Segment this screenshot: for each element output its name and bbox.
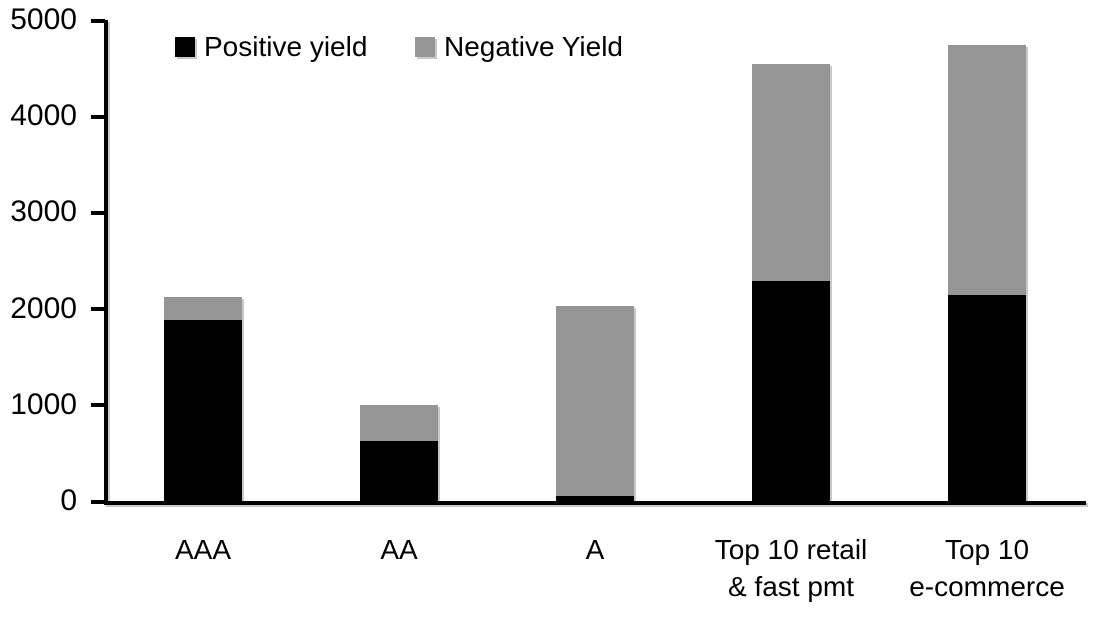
legend-label-positive-yield: Positive yield: [204, 31, 368, 62]
y-axis-line: [104, 20, 108, 505]
bar-segment-positive-yield: [164, 320, 242, 501]
negative-yield-swatch-icon: [415, 37, 435, 57]
bar-top-10: [948, 45, 1026, 501]
bar-segment-positive-yield: [556, 496, 634, 501]
y-tick-label-0: 0: [60, 484, 77, 517]
x-axis-line: [104, 501, 1086, 505]
y-tick-3000: [91, 210, 105, 215]
bar-segment-negative-yield: [164, 297, 242, 321]
y-tick-1000: [91, 403, 105, 408]
legend-label-negative-yield: Negative Yield: [444, 31, 624, 62]
bar-segment-positive-yield: [360, 441, 438, 501]
y-tick-label-5000: 5000: [10, 3, 77, 36]
bar-segment-negative-yield: [360, 404, 438, 442]
bar-segment-negative-yield: [948, 45, 1026, 296]
y-tick-label-3000: 3000: [10, 195, 77, 229]
bar-a: [556, 305, 634, 501]
legend-item-negative-yield: Negative Yield: [415, 31, 623, 63]
bar-segment-negative-yield: [556, 305, 634, 497]
bar-segment-positive-yield: [948, 295, 1026, 501]
y-tick-label-1000: 1000: [10, 387, 77, 421]
y-tick-5000: [91, 18, 105, 23]
x-category-label-aaa: AAA: [174, 534, 232, 565]
x-category-label-aa: AA: [380, 534, 418, 565]
x-category-label-top-10-retail: Top 10 retail & fast pmt: [714, 534, 868, 602]
bar-aaa: [164, 297, 242, 501]
x-category-label-top-10: Top 10 e-commerce: [909, 534, 1065, 602]
y-tick-2000: [91, 307, 105, 312]
x-category-label-a: A: [585, 534, 605, 565]
bar-segment-negative-yield: [752, 64, 830, 281]
bar-aa: [360, 404, 438, 501]
y-tick-0: [91, 499, 105, 504]
legend-item-positive-yield: Positive yield: [175, 31, 367, 63]
positive-yield-swatch-icon: [175, 37, 195, 57]
y-tick-label-2000: 2000: [10, 291, 77, 325]
y-tick-4000: [91, 114, 105, 119]
bar-top-10-retail: [752, 64, 830, 501]
y-tick-label-4000: 4000: [10, 99, 77, 133]
bar-segment-positive-yield: [752, 280, 830, 501]
